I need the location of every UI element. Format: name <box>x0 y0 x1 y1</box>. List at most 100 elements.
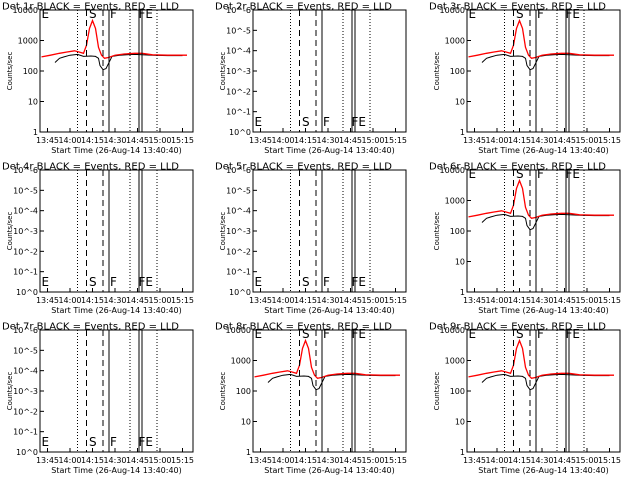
event-marker-fe: FE <box>352 115 366 129</box>
x-tick-label: 13:45 <box>36 296 59 305</box>
y-tick-label: 10^-1 <box>13 268 38 277</box>
y-tick-label: 10^-2 <box>226 87 251 96</box>
x-tick-label: 15:00 <box>361 136 384 145</box>
x-tick-label: 13:45 <box>36 136 59 145</box>
event-marker-e: E <box>255 275 263 289</box>
x-tick-label: 13:45 <box>249 296 272 305</box>
y-tick-label: 10^-2 <box>13 407 38 416</box>
plot-frame <box>466 329 621 453</box>
panel-title: Det 1r BLACK = Events, RED = LLD <box>2 2 179 13</box>
event-marker-f: F <box>323 275 330 289</box>
series-lld-line <box>254 338 400 380</box>
x-tick-label: 14:00 <box>58 456 81 465</box>
x-tick-label: 14:30 <box>316 296 339 305</box>
y-tick-label: 10 <box>455 418 465 427</box>
x-tick-label: 14:00 <box>485 136 508 145</box>
x-tick-label: 13:45 <box>463 296 486 305</box>
x-tick-label: 14:45 <box>339 136 362 145</box>
y-tick-label: 100 <box>450 227 465 236</box>
y-tick-label: 10000 <box>440 6 465 15</box>
x-tick-label: 15:00 <box>361 296 384 305</box>
event-marker-s: S <box>302 327 310 341</box>
x-tick-label: 15:00 <box>575 456 598 465</box>
series-events-line <box>481 53 610 71</box>
x-tick-label: 14:30 <box>530 136 553 145</box>
y-tick-label: 10^-1 <box>226 108 251 117</box>
y-tick-label: 10^-5 <box>13 186 38 195</box>
event-marker-fe: FE <box>139 7 153 21</box>
x-tick-label: 15:15 <box>598 296 621 305</box>
event-marker-f: F <box>537 327 544 341</box>
y-tick-label: 10^-5 <box>226 26 251 35</box>
event-marker-s: S <box>516 327 524 341</box>
x-tick-label: 14:45 <box>553 296 576 305</box>
event-marker-e: E <box>469 327 477 341</box>
x-tick-label: 15:15 <box>384 296 407 305</box>
event-marker-fe: FE <box>566 167 580 181</box>
x-axis-label: Start Time (26-Aug-14 13:40:40) <box>51 466 182 475</box>
series-events-line <box>481 373 610 391</box>
x-tick-label: 13:45 <box>36 456 59 465</box>
event-marker-fe: FE <box>352 327 366 341</box>
series-lld-line <box>468 338 614 380</box>
y-tick-label: 10^-4 <box>226 207 251 216</box>
event-marker-f: F <box>110 435 117 449</box>
panel-title: Det 6r BLACK = Events, RED = LLD <box>429 162 606 173</box>
event-marker-fe: FE <box>352 275 366 289</box>
event-marker-f: F <box>537 7 544 21</box>
y-axis-label: Counts/sec <box>6 52 14 91</box>
series-events-line <box>267 373 396 391</box>
plot-frame <box>39 169 194 293</box>
x-tick-label: 15:15 <box>384 136 407 145</box>
event-marker-e: E <box>42 7 50 21</box>
x-tick-label: 15:00 <box>148 456 171 465</box>
plot-frame <box>39 329 194 453</box>
x-tick-label: 14:45 <box>126 136 149 145</box>
x-tick-label: 14:45 <box>339 296 362 305</box>
x-axis-label: Start Time (26-Aug-14 13:40:40) <box>264 306 395 315</box>
x-tick-label: 15:15 <box>171 136 194 145</box>
x-tick-label: 14:30 <box>103 136 126 145</box>
y-tick-label: 10^-4 <box>13 207 38 216</box>
x-axis-label: Start Time (26-Aug-14 13:40:40) <box>264 466 395 475</box>
x-tick-label: 14:45 <box>553 456 576 465</box>
y-tick-label: 1 <box>460 128 465 137</box>
y-tick-label: 1000 <box>445 197 465 206</box>
event-marker-e: E <box>255 327 263 341</box>
event-marker-fe: FE <box>139 275 153 289</box>
x-tick-label: 15:00 <box>148 296 171 305</box>
y-tick-label: 10 <box>28 98 38 107</box>
y-tick-label: 10^-4 <box>226 47 251 56</box>
panel-title: Det 2r BLACK = Events, RED = LLD <box>215 2 392 13</box>
y-tick-label: 10^-6 <box>226 166 251 175</box>
y-tick-label: 10^-3 <box>226 227 251 236</box>
y-tick-label: 100 <box>23 67 38 76</box>
x-tick-label: 15:00 <box>575 296 598 305</box>
y-tick-label: 1 <box>460 448 465 457</box>
x-tick-label: 15:00 <box>361 456 384 465</box>
x-tick-label: 14:30 <box>316 136 339 145</box>
x-tick-label: 14:15 <box>81 296 104 305</box>
x-tick-label: 14:00 <box>58 296 81 305</box>
event-marker-s: S <box>302 115 310 129</box>
panel-title: Det 8r BLACK = Events, RED = LLD <box>215 322 392 333</box>
y-tick-label: 10^0 <box>16 288 38 297</box>
y-tick-label: 1000 <box>445 37 465 46</box>
x-tick-label: 14:15 <box>294 296 317 305</box>
y-tick-label: 10^-6 <box>226 6 251 15</box>
x-tick-label: 14:15 <box>294 456 317 465</box>
x-tick-label: 14:30 <box>103 296 126 305</box>
x-tick-label: 14:30 <box>103 456 126 465</box>
panel-det-5r: Det 5r BLACK = Events, RED = LLD E S F FE 10^… <box>215 162 407 316</box>
panel-det-4r: Det 4r BLACK = Events, RED = LLD E S F FE 10^… <box>2 162 194 316</box>
y-tick-label: 10^-3 <box>226 67 251 76</box>
y-tick-label: 10^-3 <box>13 387 38 396</box>
y-tick-label: 1000 <box>18 37 38 46</box>
y-axis-label: Counts/sec <box>433 212 441 251</box>
event-marker-f: F <box>110 275 117 289</box>
x-tick-label: 14:45 <box>553 136 576 145</box>
plot-frame <box>466 169 621 293</box>
x-tick-label: 14:15 <box>81 136 104 145</box>
